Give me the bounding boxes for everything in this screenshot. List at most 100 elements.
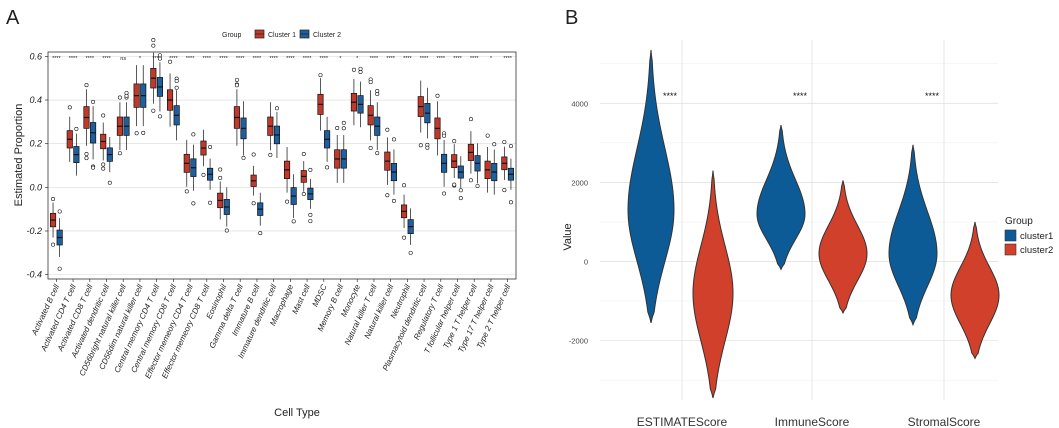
a-outlier (458, 188, 463, 193)
a-outlier (375, 92, 380, 97)
b-x-tick-label-estimatescore: ESTIMATEScore (637, 415, 728, 428)
a-outlier (502, 139, 507, 144)
a-box-cluster1-type-17-t-helper-cell (484, 133, 491, 193)
a-box-cluster1-gamma-delta-t-cell (233, 77, 240, 146)
b-violin-cluster2-stromalscore (950, 221, 1000, 360)
a-outlier (74, 126, 79, 131)
a-y-tick-label: 0.4 (29, 95, 42, 105)
a-legend-title: Group (222, 32, 242, 39)
a-significance-macrophage: **** (286, 56, 295, 62)
a-significance-labels: **** **** **** **** ns * **** **** **** **** **** *… (52, 56, 513, 62)
a-y-axis-title: Estimated Proportion (13, 104, 25, 207)
a-outlier (268, 152, 273, 157)
a-significance-natural-killer-t-cell: **** (370, 56, 379, 62)
a-outlier (301, 151, 306, 156)
a-outlier (468, 117, 473, 122)
b-violin-cluster1-estimatescore (627, 49, 675, 323)
a-outlier (385, 127, 390, 132)
b-legend-title: Group (1005, 216, 1033, 227)
a-box-cluster2-natural-killer-t-cell (374, 89, 381, 156)
a-box-cluster2-immature-b-cell (257, 192, 264, 236)
a-box-cluster1-central-memory-cd8-t-cell (167, 59, 174, 127)
a-y-tick-label: 0.2 (29, 139, 42, 149)
a-outlier (285, 199, 290, 204)
a-box-cluster1-central-memory-cd4-t-cell (150, 38, 157, 113)
a-box-cluster1-effector-memeory-cd4-t-cell (183, 139, 190, 194)
a-significance-effector-memeory-cd8-t-cell: **** (203, 56, 212, 62)
a-outlier (508, 144, 513, 149)
a-box-cluster2-t-follicular-helper-cell (457, 156, 464, 201)
b-legend-swatch-cluster2 (1004, 243, 1017, 256)
a-outlier (508, 200, 513, 205)
b-y-tick-label: 4000 (571, 99, 588, 108)
a-y-tick-label: -0.4 (26, 270, 42, 280)
b-x-tick-label-stromalscore: StromalScore (908, 415, 981, 428)
a-outlier (408, 250, 413, 255)
a-box-cluster2-immature-dendritic-cell (273, 106, 280, 158)
a-box-cluster2-type-1-t-helper-cell (474, 143, 481, 188)
a-significance-activated-b-cell: **** (52, 56, 61, 62)
a-box-cluster1-activated-b-cell (50, 197, 57, 247)
a-outlier (151, 108, 156, 113)
a-outlier (57, 266, 62, 271)
a-box-cluster1-natural-killer-t-cell (367, 77, 374, 150)
a-box-cluster2-activated-b-cell (56, 209, 63, 271)
b-legend: Group cluster1 cluster2 (1004, 216, 1053, 256)
a-outlier (107, 180, 112, 185)
a-outlier (67, 105, 72, 110)
a-outlier (435, 93, 440, 98)
a-outlier (51, 197, 56, 202)
a-box-cluster1-activated-dendritic-cell (100, 113, 107, 171)
a-outlier (91, 99, 96, 104)
a-x-axis-title: Cell Type (274, 407, 320, 419)
a-outlier (358, 66, 363, 71)
a-outlier (51, 242, 56, 247)
a-significance-t-follicular-helper-cell: **** (453, 56, 462, 62)
a-outlier (234, 83, 239, 88)
a-outlier (151, 38, 156, 43)
a-box-cluster2-effector-memeory-cd4-t-cell (190, 132, 197, 206)
a-significance-regulatory-t-cell: **** (437, 56, 446, 62)
a-significance-neutrophil: **** (403, 56, 412, 62)
a-outlier (201, 172, 206, 177)
b-violin-cluster2-estimatescore (692, 170, 734, 399)
a-significance-immature-dendritic-cell: **** (269, 56, 278, 62)
a-box-cluster1-monocyte (350, 67, 357, 126)
a-outlier (157, 56, 162, 61)
a-box-cluster2-central-memory-cd4-t-cell (156, 53, 163, 119)
b-y-tick-label: -2000 (569, 337, 588, 346)
a-outlier (234, 77, 239, 82)
a-outlier (458, 196, 463, 201)
a-significance-type-17-t-helper-cell: * (490, 56, 493, 62)
b-y-tick-label: 2000 (571, 178, 588, 187)
a-significance-mast-cell: **** (303, 56, 312, 62)
a-outlier (402, 235, 407, 240)
a-box-cluster2-mast-cell (307, 167, 314, 224)
a-outlier (442, 133, 447, 138)
a-significance-central-memory-cd4-t-cell: **** (152, 56, 161, 62)
a-outlier (157, 53, 162, 58)
panel-a-label: A (6, 7, 20, 29)
a-outlier (151, 43, 156, 48)
a-box-cluster1-memory-b-cell (334, 126, 341, 183)
a-boxes (50, 38, 514, 271)
b-legend-label-cluster1: cluster1 (1020, 231, 1053, 242)
a-significance-gamma-delta-t-cell: **** (236, 56, 245, 62)
b-y-axis-title: Value (562, 223, 574, 250)
a-outlier (485, 133, 490, 138)
a-outlier (57, 209, 62, 214)
a-outlier (134, 131, 139, 136)
a-outlier (341, 120, 346, 125)
a-outlier (418, 143, 423, 148)
a-outlier (84, 156, 89, 161)
a-box-cluster1-regulatory-t-cell (434, 93, 441, 156)
a-significance-monocyte: * (356, 56, 359, 62)
a-outlier (84, 83, 89, 88)
a-outlier (325, 165, 330, 170)
a-outlier (174, 85, 179, 90)
a-box-cluster1-t-follicular-helper-cell (451, 139, 458, 188)
a-legend-label-cluster2: Cluster 2 (313, 32, 341, 39)
a-outlier (124, 90, 129, 95)
